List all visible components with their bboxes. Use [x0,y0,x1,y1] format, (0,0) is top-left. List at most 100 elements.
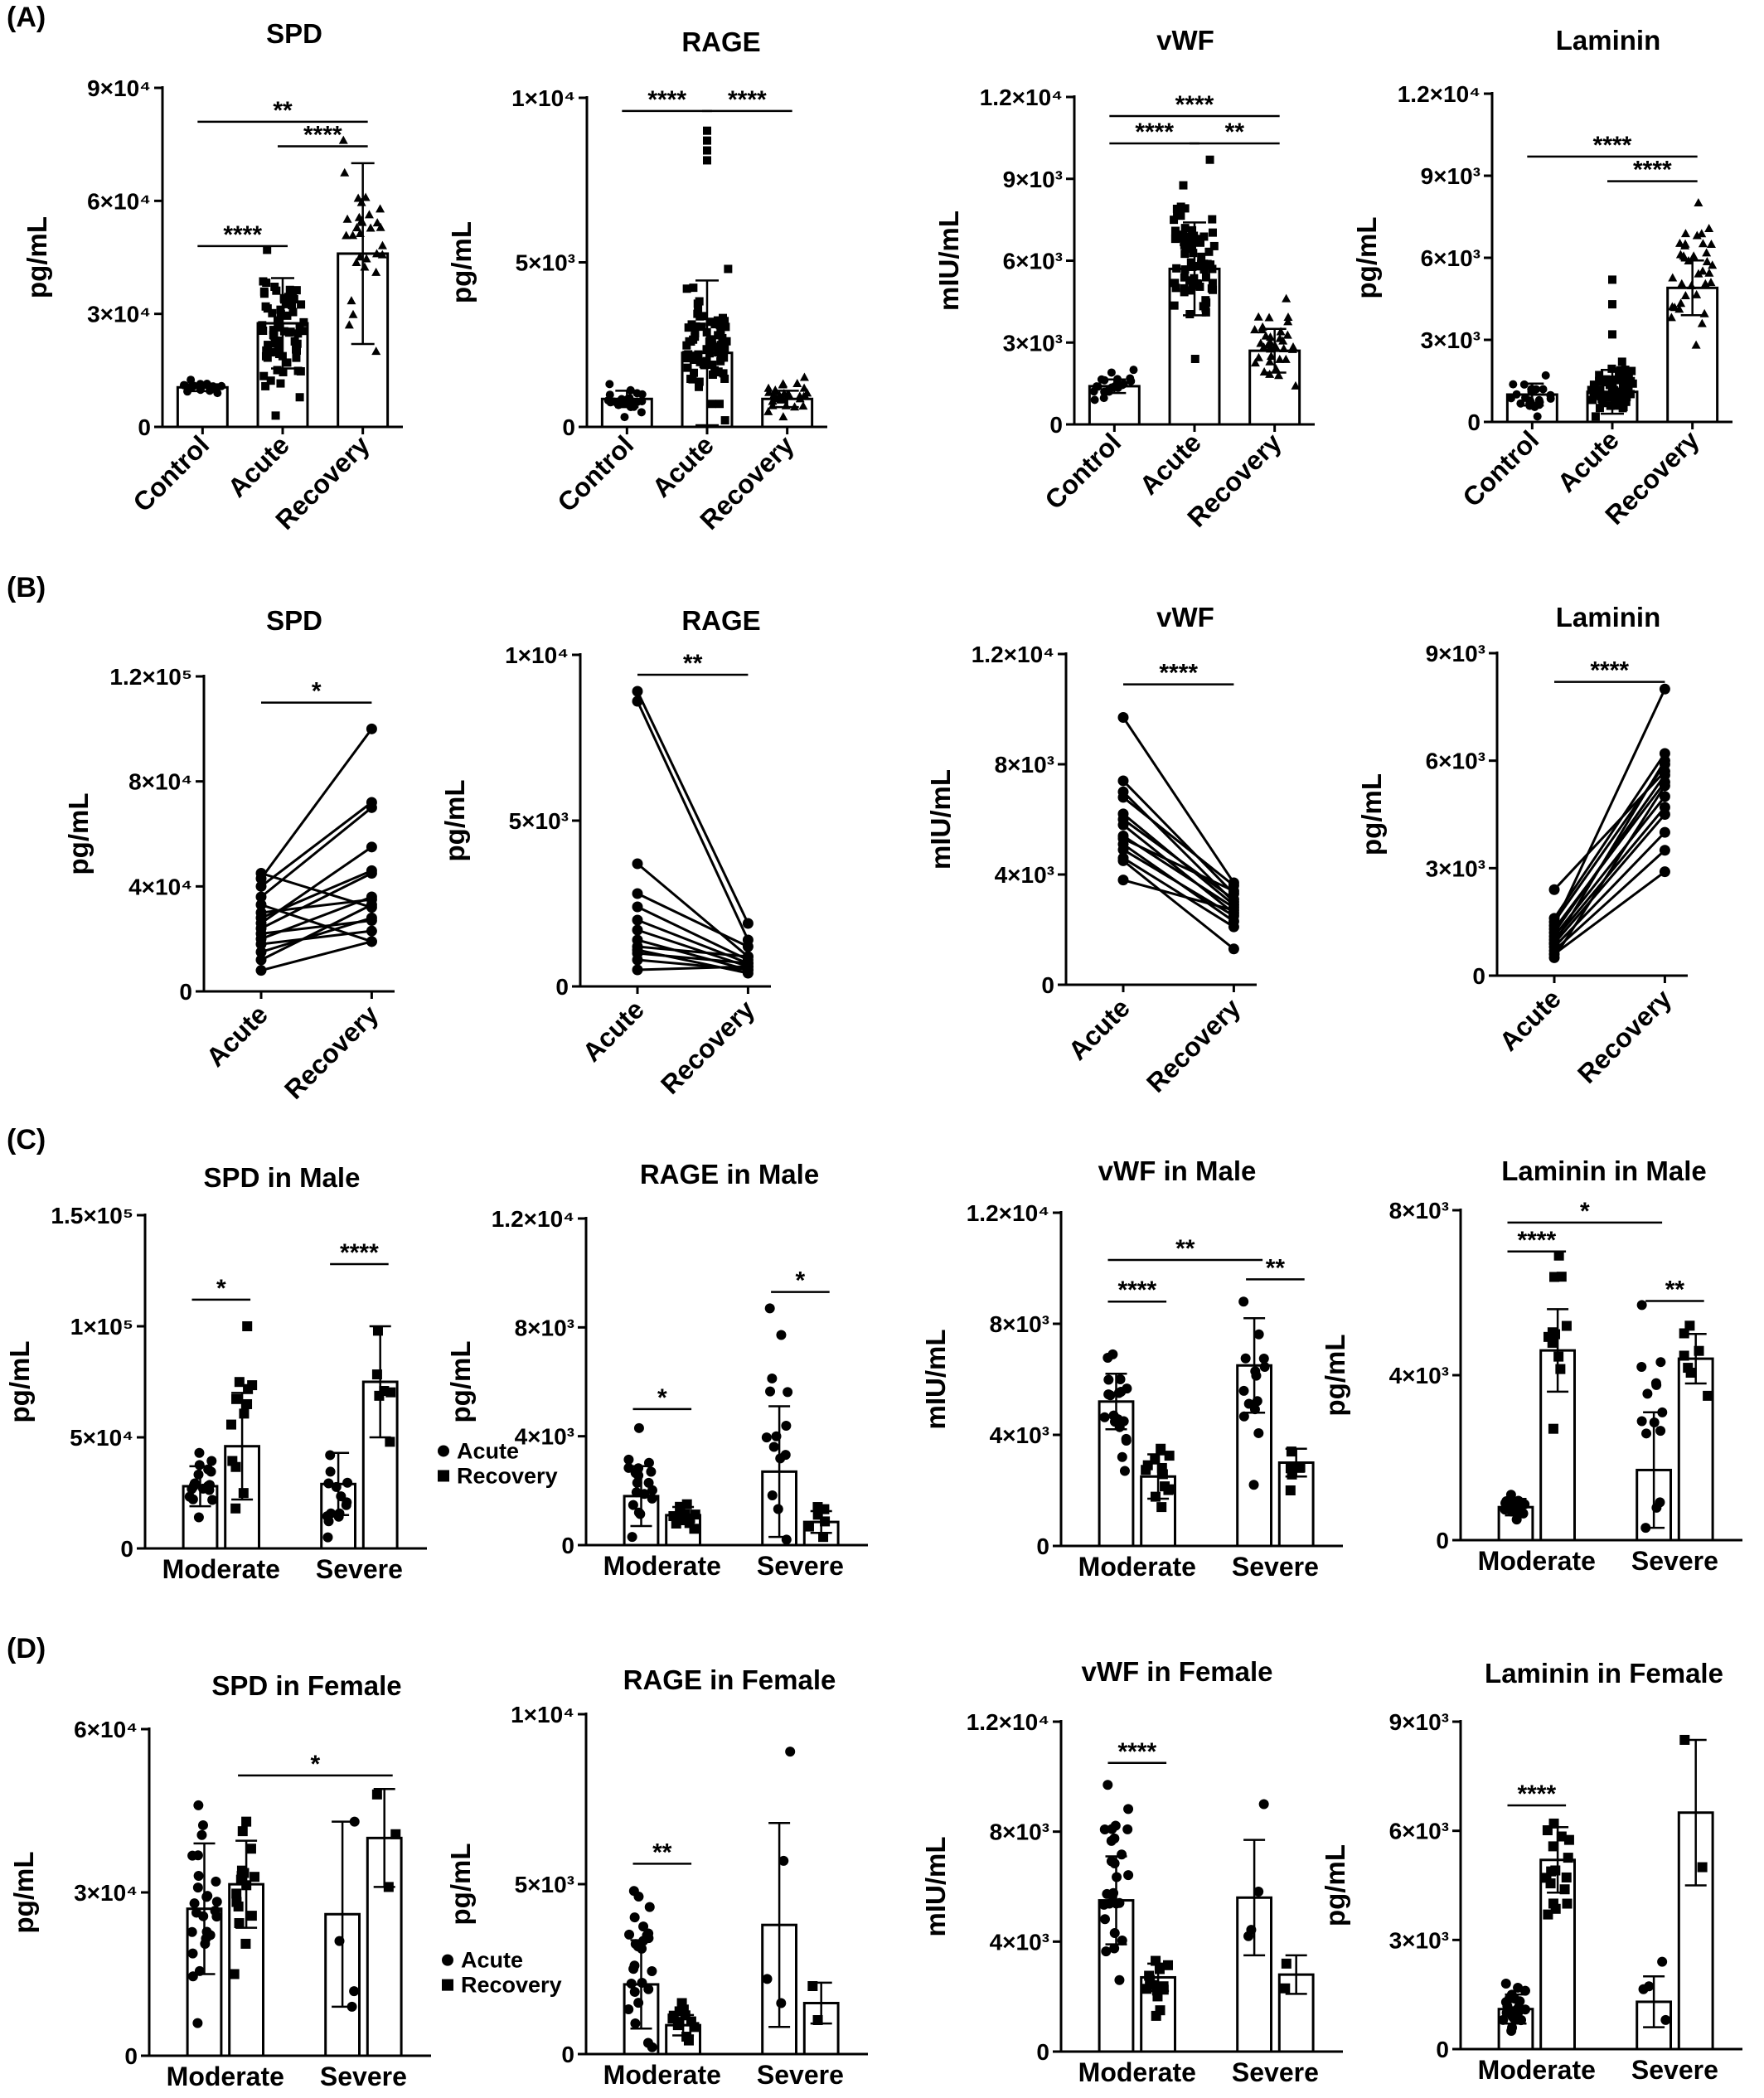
data-point [1642,1388,1653,1399]
data-point [1500,1979,1511,1989]
data-point [1281,354,1291,363]
chart-d-13: RAGE in Female 0 5×10³ 1×10⁴ pg/mL Moderate Se… [445,1664,868,2090]
acute-point [1117,792,1129,803]
legend-marker [438,1470,449,1482]
data-point [798,401,808,410]
data-point [1616,376,1626,385]
significance-label: ** [652,1839,672,1866]
data-point [1679,1328,1689,1339]
data-point [326,1508,337,1519]
y-tick-label: 0 [1041,972,1054,998]
data-point [1122,1824,1133,1834]
data-point [282,299,291,308]
significance-label: **** [1517,1781,1556,1808]
data-point [1702,248,1712,257]
data-point [1655,1357,1666,1368]
data-point [1099,1412,1110,1422]
y-tick-label: 4×10³ [990,1422,1049,1448]
data-point [1611,401,1620,410]
data-point [1170,226,1180,235]
data-point [1587,385,1596,395]
data-point [1509,380,1518,389]
data-point [1670,303,1679,312]
data-point [644,1902,655,1912]
data-point [1543,1909,1553,1920]
data-point [1099,394,1108,403]
data-point [720,374,729,383]
data-point [1657,1956,1668,1967]
significance-label: ** [683,650,703,677]
data-point [1170,216,1179,225]
data-point [1154,1964,1165,1974]
x-tick-label: Acute [1063,992,1136,1065]
data-point [708,371,717,380]
data-point [1116,1386,1127,1397]
data-point [1208,264,1217,274]
data-point [352,222,362,231]
chart-c-11: Laminin in Male 0 4×10³ 8×10³ pg/mL Moderate S… [1320,1156,1742,1576]
data-point [638,1921,649,1932]
data-point [264,341,273,350]
data-point [1651,1379,1662,1390]
data-point [1281,1958,1292,1969]
data-point [297,300,306,309]
data-point [1282,293,1292,303]
data-point [1291,380,1301,390]
data-point [1190,355,1199,363]
data-point [268,308,277,317]
data-point [1171,283,1180,293]
data-point [1521,393,1530,402]
data-point [1266,337,1276,346]
data-point [768,400,778,409]
data-point [366,223,376,232]
data-point [288,308,298,317]
data-point [1265,369,1275,378]
outlier-point [703,136,711,145]
significance-label: * [1580,1198,1590,1225]
data-point [1123,1870,1134,1881]
x-tick-label: Acute [222,429,295,502]
data-point [1676,298,1686,308]
chart-title: RAGE in Female [623,1664,836,1695]
recovery-point [1659,845,1670,856]
acute-point [255,907,267,918]
y-tick-label: 0 [1467,409,1480,435]
paired-line [637,905,749,962]
data-point [1258,1799,1269,1810]
x-tick-label: Control [127,429,215,517]
y-axis-label: pg/mL [1320,1844,1350,1926]
y-tick-label: 0 [1436,2037,1449,2062]
data-point [1556,1831,1567,1842]
legend-label: Acute [457,1438,519,1463]
data-point [1541,371,1550,380]
data-point [353,193,363,202]
data-point [1261,331,1271,340]
data-point [778,379,788,388]
paired-line [1553,688,1666,927]
data-point [349,1816,360,1827]
data-point [1615,400,1624,409]
data-point [1253,1329,1264,1340]
data-point [646,1466,657,1477]
data-point [259,277,268,286]
y-tick-label: 1.5×10⁵ [51,1203,133,1228]
data-point [258,321,267,330]
data-point [1253,1887,1264,1897]
data-point [1609,375,1618,384]
y-tick-label: 6×10³ [1389,1819,1449,1844]
data-point [276,305,285,314]
data-point [700,361,709,370]
data-point [371,1789,382,1800]
data-point [1259,366,1269,376]
paired-line [636,700,749,941]
data-point [684,323,693,332]
data-point [1501,1495,1512,1506]
y-tick-label: 3×10⁴ [74,1880,138,1906]
data-point [691,329,700,338]
data-point [682,351,691,360]
data-point [1507,2023,1518,2033]
data-point [1180,273,1189,282]
x-group-label: Severe [1232,1552,1319,1582]
paired-line [1553,849,1666,952]
significance-label: **** [1593,132,1632,159]
